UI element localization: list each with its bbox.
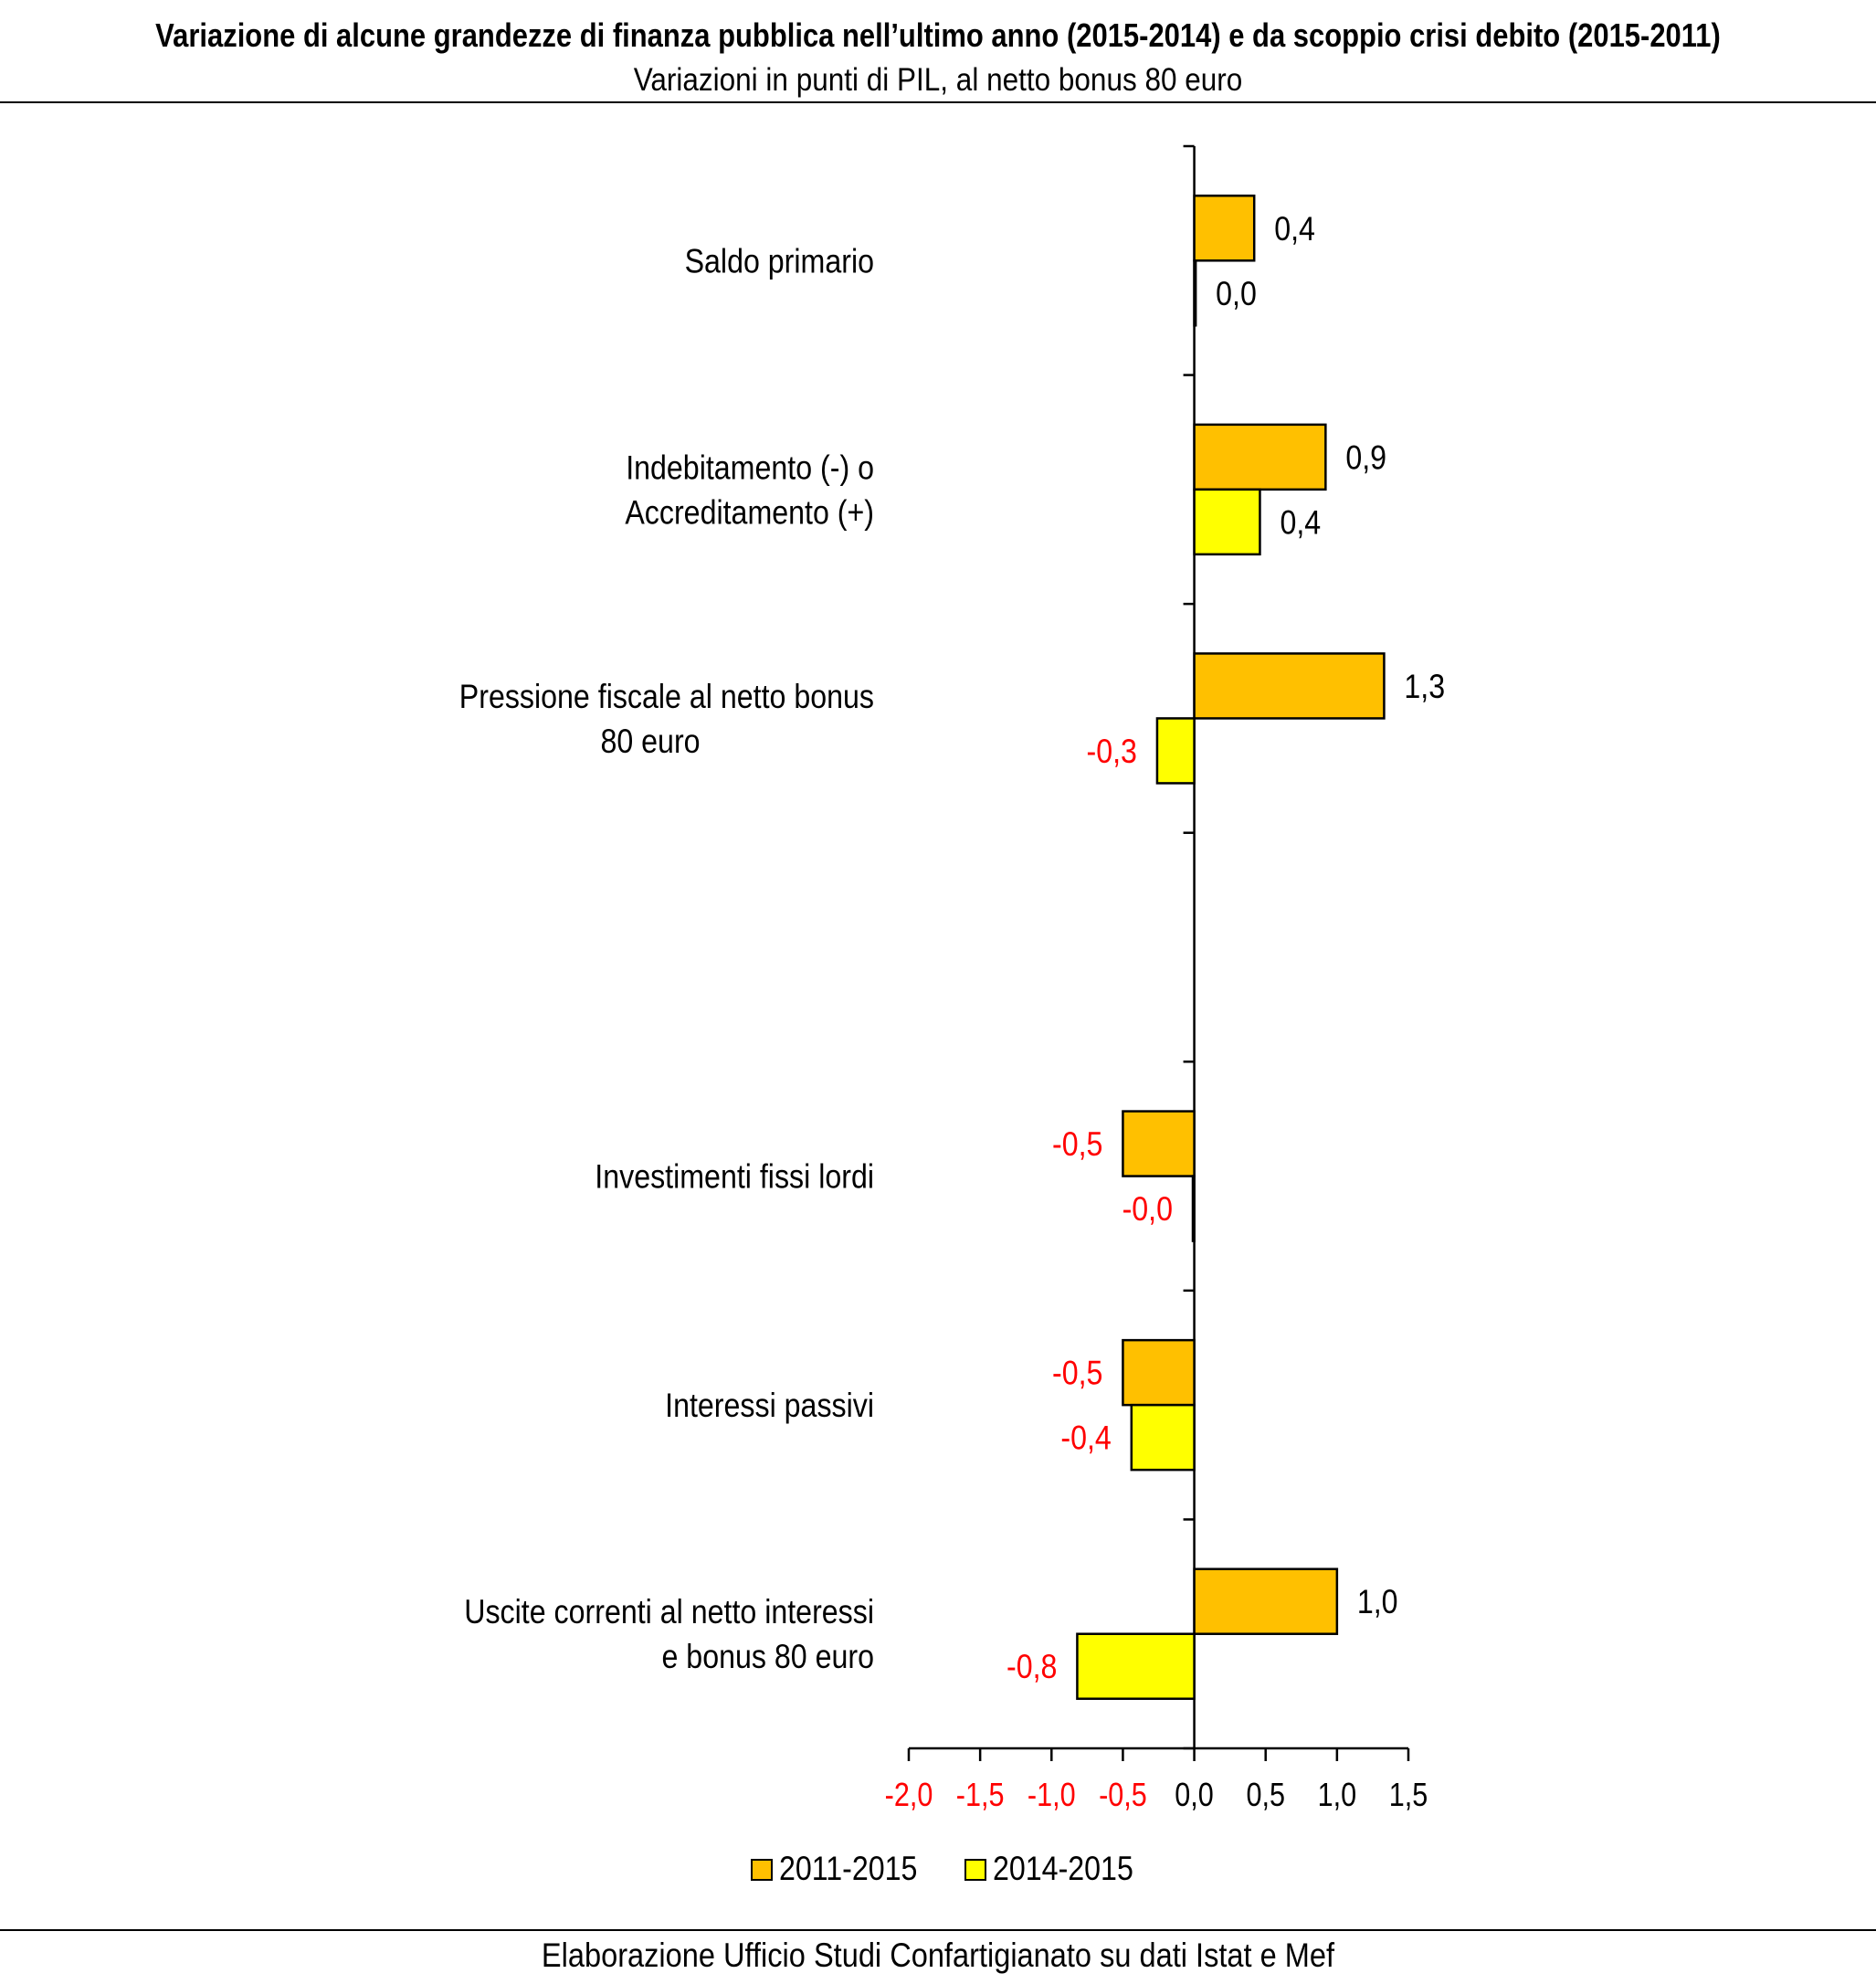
category-label: Pressione fiscale al netto bonus	[459, 679, 874, 716]
chart-subtitle: Variazioni in punti di PIL, al netto bon…	[633, 62, 1243, 98]
legend-label: 2011-2015	[779, 1851, 917, 1888]
bar-2011-2015	[1193, 1567, 1339, 1635]
x-tick-label: -2,0	[885, 1778, 933, 1814]
bar-2014-2015	[1155, 717, 1196, 785]
bar-2011-2015	[1193, 195, 1256, 262]
data-label: 0,9	[1345, 439, 1386, 477]
legend-swatch	[751, 1859, 773, 1881]
data-label: -0,5	[1052, 1356, 1102, 1393]
bottom-divider	[0, 1929, 1876, 1931]
data-label: -0,3	[1087, 733, 1137, 771]
bar-chart: -2,0 -1,5 -1,0 -0,5 0,0 0,5 1,0 1,5 Saldo primar…	[459, 144, 1445, 1888]
bar-2011-2015	[1193, 423, 1327, 491]
category-label: Saldo primario	[685, 243, 874, 280]
category-label: Uscite correnti al netto interessi	[464, 1594, 874, 1631]
x-tick-label: -0,5	[1099, 1778, 1147, 1814]
bar-2011-2015	[1193, 652, 1386, 720]
bar-2014-2015	[1193, 259, 1197, 327]
x-tick-label: 1,0	[1318, 1778, 1357, 1814]
data-label: -0,4	[1060, 1420, 1111, 1458]
category-label: e bonus 80 euro	[661, 1639, 874, 1676]
legend: 2011-2015 2014-2015	[751, 1851, 1133, 1888]
x-tick-label: 1,5	[1389, 1778, 1428, 1814]
bar-2011-2015	[1122, 1338, 1196, 1407]
data-label: 0,0	[1216, 276, 1257, 313]
chart-title: Variazione di alcune grandezze di finanz…	[155, 16, 1721, 54]
bar-2014-2015	[1076, 1632, 1196, 1700]
bar-2014-2015	[1191, 1175, 1196, 1242]
category-label: 80 euro	[600, 723, 700, 761]
source-note: Elaborazione Ufficio Studi Confartigiana…	[541, 1937, 1335, 1974]
category-label: Investimenti fissi lordi	[595, 1159, 874, 1197]
legend-swatch	[964, 1859, 986, 1881]
category-label: Interessi passivi	[665, 1388, 874, 1425]
data-label: -0,8	[1007, 1649, 1057, 1686]
top-divider	[0, 101, 1876, 103]
legend-label: 2014-2015	[993, 1851, 1133, 1888]
bar-2014-2015	[1130, 1403, 1196, 1472]
data-label: -0,0	[1122, 1191, 1173, 1229]
data-label: 1,3	[1404, 669, 1445, 706]
data-label: 0,4	[1280, 504, 1321, 542]
plot-area: -2,0 -1,5 -1,0 -0,5 0,0 0,5 1,0 1,5 Saldo primar…	[459, 144, 1445, 1814]
data-label: 0,4	[1274, 211, 1315, 248]
data-label: 1,0	[1357, 1584, 1398, 1621]
category-label: Indebitamento (-) o	[626, 449, 874, 487]
x-tick-label: 0,0	[1175, 1778, 1214, 1814]
x-tick-label: -1,0	[1028, 1778, 1076, 1814]
data-label: -0,5	[1052, 1126, 1102, 1164]
x-tick-label: 0,5	[1246, 1778, 1285, 1814]
x-tick-label: -1,5	[956, 1778, 1005, 1814]
bar-2011-2015	[1122, 1110, 1196, 1177]
bar-2014-2015	[1193, 488, 1261, 556]
category-label: Accreditamento (+)	[625, 494, 874, 532]
